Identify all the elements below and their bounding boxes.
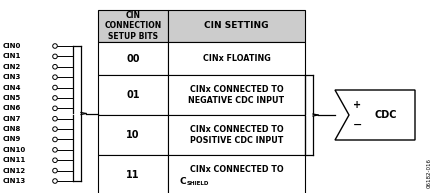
Text: −: −: [352, 120, 362, 130]
Text: SHIELD: SHIELD: [187, 181, 209, 186]
Circle shape: [53, 54, 57, 59]
Text: CINx CONNECTED TO
NEGATIVE CDC INPUT: CINx CONNECTED TO NEGATIVE CDC INPUT: [188, 85, 284, 105]
Text: CIN13: CIN13: [3, 178, 26, 184]
Circle shape: [53, 179, 57, 183]
Circle shape: [53, 137, 57, 142]
Circle shape: [53, 96, 57, 100]
Bar: [168, 75, 304, 115]
Bar: [98, 75, 168, 115]
Circle shape: [53, 75, 57, 80]
Text: 00: 00: [126, 53, 139, 63]
Bar: [98, 42, 168, 75]
Text: C: C: [180, 177, 186, 185]
Circle shape: [53, 127, 57, 131]
Text: CIN5: CIN5: [3, 95, 21, 101]
Text: CIN8: CIN8: [3, 126, 21, 132]
Circle shape: [53, 168, 57, 173]
Text: CINx CONNECTED TO
POSITIVE CDC INPUT: CINx CONNECTED TO POSITIVE CDC INPUT: [189, 125, 283, 145]
Text: CIN10: CIN10: [3, 147, 26, 153]
Circle shape: [53, 106, 57, 111]
Bar: [98, 10, 168, 42]
Bar: [168, 115, 304, 155]
Circle shape: [53, 116, 57, 121]
Bar: [98, 115, 168, 155]
Text: 01: 01: [126, 90, 139, 100]
Circle shape: [53, 85, 57, 90]
Bar: [168, 42, 304, 75]
Polygon shape: [334, 90, 414, 140]
Text: CDC: CDC: [374, 110, 396, 120]
Text: CIN11: CIN11: [3, 157, 26, 163]
Circle shape: [53, 147, 57, 152]
Text: CINx CONNECTED TO: CINx CONNECTED TO: [189, 166, 283, 174]
Text: 06182-016: 06182-016: [426, 158, 431, 188]
Text: CIN2: CIN2: [3, 64, 21, 70]
Text: CIN SETTING: CIN SETTING: [204, 21, 268, 30]
Circle shape: [53, 44, 57, 48]
Text: 10: 10: [126, 130, 139, 140]
Bar: [168, 10, 304, 42]
Text: +: +: [352, 100, 360, 110]
Text: CIN0: CIN0: [3, 43, 21, 49]
Circle shape: [53, 158, 57, 163]
Text: CIN12: CIN12: [3, 168, 26, 174]
Text: CIN3: CIN3: [3, 74, 21, 80]
Bar: [168, 155, 304, 193]
Circle shape: [53, 64, 57, 69]
Text: CIN9: CIN9: [3, 136, 21, 142]
Text: 11: 11: [126, 170, 139, 180]
Text: CIN6: CIN6: [3, 105, 21, 111]
Text: CIN7: CIN7: [3, 116, 21, 122]
Text: CIN
CONNECTION
SETUP BITS: CIN CONNECTION SETUP BITS: [104, 11, 161, 41]
Text: CIN1: CIN1: [3, 53, 21, 59]
Text: CIN4: CIN4: [3, 85, 21, 91]
Bar: [98, 155, 168, 193]
Text: CINx FLOATING: CINx FLOATING: [202, 54, 270, 63]
